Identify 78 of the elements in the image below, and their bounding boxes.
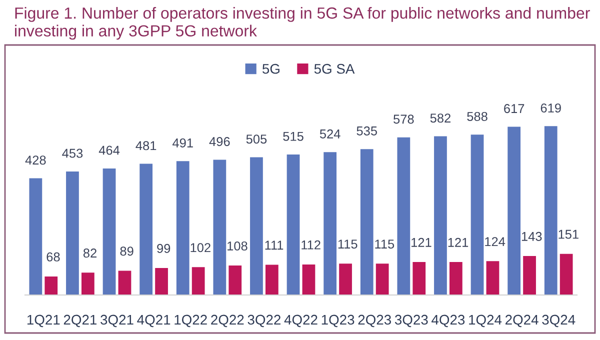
data-label: 99 xyxy=(157,244,170,253)
data-label: 535 xyxy=(356,126,377,136)
data-label: 108 xyxy=(228,241,248,251)
data-label: 112 xyxy=(302,240,320,250)
data-label: 428 xyxy=(25,156,46,165)
x-tick-label: 1Q22 xyxy=(174,314,207,328)
data-label: 515 xyxy=(283,132,304,141)
bar xyxy=(508,126,521,295)
bar xyxy=(155,268,168,295)
bar xyxy=(66,171,79,295)
bar xyxy=(140,164,153,295)
legend-label: 5G xyxy=(262,64,280,74)
x-tick-label: 1Q24 xyxy=(469,314,502,328)
x-tick-label: 2Q22 xyxy=(211,314,244,328)
bar xyxy=(302,264,316,295)
data-label: 619 xyxy=(540,103,561,113)
bar xyxy=(29,178,42,295)
data-label: 89 xyxy=(120,246,134,256)
x-tick-label: 1Q21 xyxy=(27,314,60,328)
bar xyxy=(470,134,484,295)
bar xyxy=(544,126,558,295)
data-label: 453 xyxy=(62,148,83,158)
data-label: 115 xyxy=(338,240,358,249)
bar xyxy=(486,261,500,295)
data-label: 124 xyxy=(485,237,506,246)
chart-title: Figure 1. Number of operators investing in 5G SA for public networks and number investing in any 3GPP 5G network xyxy=(15,7,590,40)
data-label: 115 xyxy=(375,240,394,249)
bar xyxy=(376,264,389,295)
bar xyxy=(102,168,116,295)
x-tick-label: 4Q23 xyxy=(432,314,465,328)
bar xyxy=(360,149,374,295)
data-label: 143 xyxy=(522,232,542,241)
bar xyxy=(81,272,94,295)
data-label: 151 xyxy=(558,230,578,239)
bar xyxy=(397,137,410,295)
bar xyxy=(213,160,226,295)
data-label: 491 xyxy=(172,138,193,148)
x-tick-label: 4Q22 xyxy=(284,314,318,328)
data-label: 68 xyxy=(46,252,60,262)
bar xyxy=(192,267,205,295)
data-label: 524 xyxy=(320,129,340,138)
data-label: 582 xyxy=(430,114,450,123)
bar xyxy=(523,256,536,295)
data-label: 578 xyxy=(394,114,414,124)
data-label: 121 xyxy=(412,238,432,247)
data-label: 121 xyxy=(448,238,468,247)
bar xyxy=(434,136,447,295)
bar xyxy=(449,262,462,295)
data-label: 496 xyxy=(209,137,230,146)
bar xyxy=(324,152,337,295)
bar xyxy=(44,276,58,295)
data-label: 82 xyxy=(83,248,96,258)
bar xyxy=(339,264,352,295)
data-label: 111 xyxy=(265,240,284,250)
data-label: 464 xyxy=(98,146,120,155)
x-tick-label: 4Q21 xyxy=(137,314,170,328)
data-label: 588 xyxy=(467,112,488,121)
bar xyxy=(118,270,132,295)
bar xyxy=(176,161,190,295)
data-label: 505 xyxy=(246,134,267,144)
bar xyxy=(265,264,278,295)
x-tick-label: 2Q24 xyxy=(506,314,538,328)
bar xyxy=(286,154,300,295)
x-tick-label: 3Q21 xyxy=(100,314,134,328)
bar xyxy=(250,157,263,295)
x-tick-label: 3Q23 xyxy=(394,314,428,328)
bar xyxy=(560,254,573,295)
x-tick-label: 3Q24 xyxy=(542,314,576,328)
data-label: 617 xyxy=(504,104,524,114)
x-tick-label: 2Q21 xyxy=(64,314,97,328)
x-tick-label: 3Q22 xyxy=(248,314,280,328)
x-tick-label: 2Q23 xyxy=(358,314,391,328)
x-tick-label: 1Q23 xyxy=(322,314,354,328)
data-label: 102 xyxy=(190,243,210,252)
bar xyxy=(228,266,242,295)
legend-label: 5G SA xyxy=(314,64,355,74)
data-label: 481 xyxy=(136,141,156,150)
bar xyxy=(412,262,426,295)
